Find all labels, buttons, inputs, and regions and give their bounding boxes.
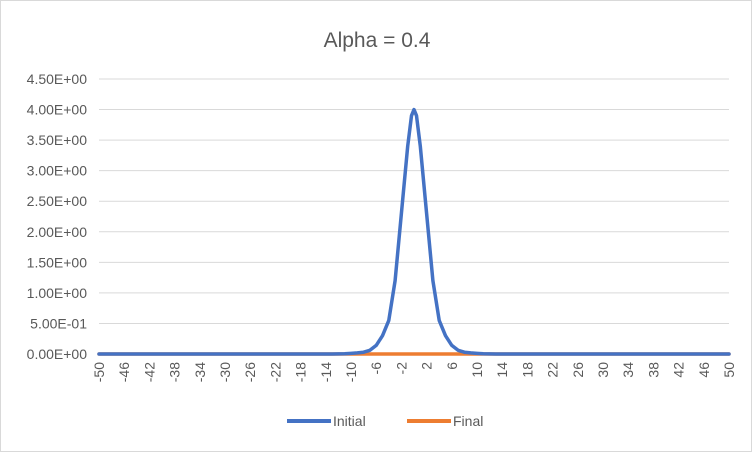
series-lines	[97, 107, 731, 356]
y-tick-label: 3.00E+00	[27, 163, 88, 179]
x-tick-label: 2	[419, 362, 435, 370]
x-tick-label: -26	[242, 362, 258, 382]
x-tick-label: -34	[192, 362, 208, 382]
x-tick-label: 42	[671, 362, 687, 378]
x-tick-label: 30	[595, 362, 611, 378]
x-tick-label: 34	[620, 362, 636, 378]
x-tick-label: -46	[116, 362, 132, 382]
legend: Initial Final	[287, 413, 483, 429]
x-tick-label: 18	[519, 362, 535, 378]
x-tick-label: 14	[494, 362, 510, 378]
y-tick-label: 5.00E-01	[30, 315, 87, 331]
y-tick-label: 1.00E+00	[27, 285, 88, 301]
x-tick-label: -42	[141, 362, 157, 382]
x-tick-label: 10	[469, 362, 485, 378]
x-tick-label: -6	[368, 362, 384, 375]
x-tick-label: 6	[444, 362, 460, 370]
chart-title: Alpha = 0.4	[324, 29, 431, 52]
gridlines	[99, 78, 729, 355]
y-tick-label: 4.50E+00	[27, 71, 88, 87]
legend-label-initial: Initial	[333, 413, 366, 429]
x-tick-label: 22	[545, 362, 561, 378]
x-tick-label: 46	[696, 362, 712, 378]
y-tick-label: 2.00E+00	[27, 224, 88, 240]
x-tick-label: -14	[318, 362, 334, 382]
y-tick-label: 4.00E+00	[27, 102, 88, 118]
x-tick-label: 26	[570, 362, 586, 378]
x-tick-label: -18	[293, 362, 309, 382]
x-tick-label: -38	[167, 362, 183, 382]
x-tick-label: 50	[721, 362, 737, 378]
y-tick-label: 1.50E+00	[27, 254, 88, 270]
legend-label-final: Final	[453, 413, 483, 429]
x-tick-label: 38	[645, 362, 661, 378]
x-axis-ticks: -50 -46 -42 -38 -34 -30 -26 -22 -18 -14 -10 -6 -2 2 6 1…	[91, 362, 737, 382]
x-tick-label: -50	[91, 362, 107, 382]
y-tick-label: 2.50E+00	[27, 193, 88, 209]
y-axis-ticks: 0.00E+00 5.00E-01 1.00E+00 1.50E+00 2.00E+00…	[27, 71, 88, 362]
x-tick-label: -22	[267, 362, 283, 382]
y-tick-label: 3.50E+00	[27, 132, 88, 148]
x-tick-label: -2	[393, 362, 409, 375]
y-tick-label: 0.00E+00	[27, 346, 88, 362]
x-tick-label: -30	[217, 362, 233, 382]
series-line-initial	[97, 107, 731, 356]
x-tick-label: -10	[343, 362, 359, 382]
